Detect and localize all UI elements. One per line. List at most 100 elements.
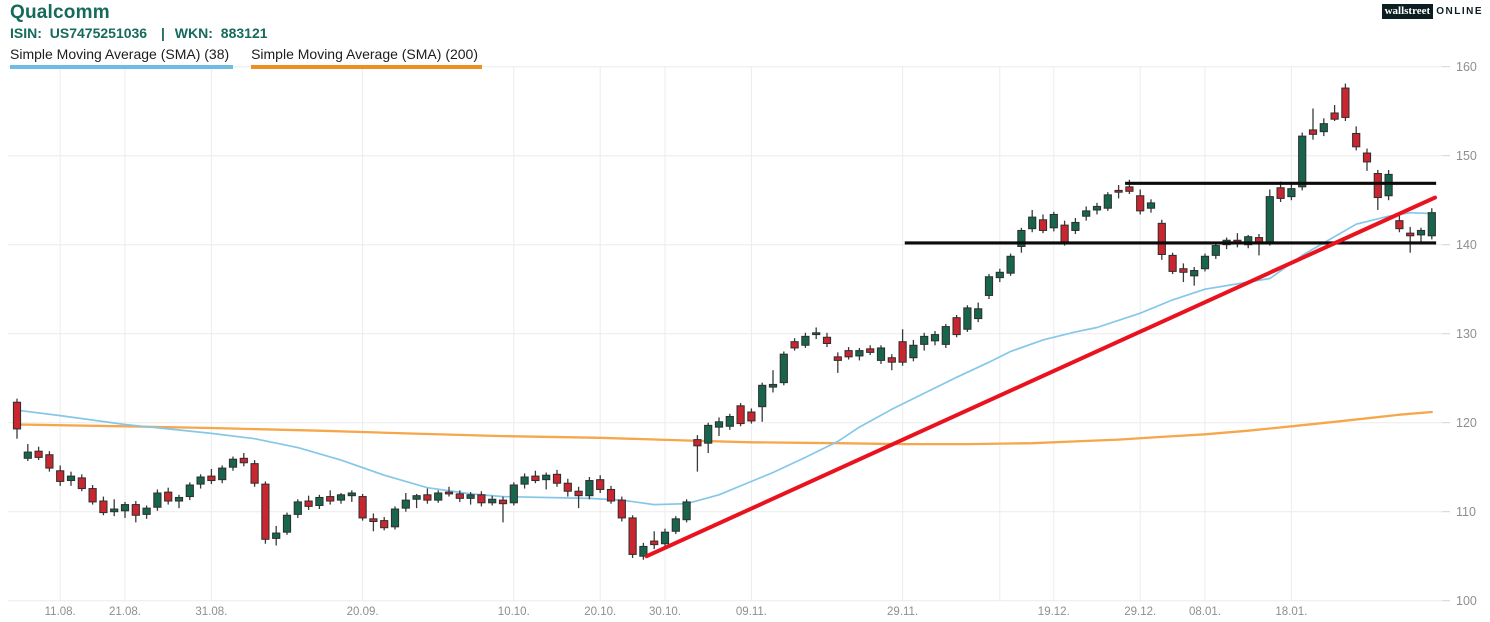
candle-down[interactable] — [326, 496, 335, 502]
candle-down[interactable] — [1341, 87, 1350, 118]
candle-up[interactable] — [768, 383, 778, 388]
candle-down[interactable] — [552, 473, 562, 484]
candle-down[interactable] — [239, 457, 248, 464]
candle-up[interactable] — [347, 492, 356, 497]
candle-down[interactable] — [898, 341, 907, 363]
candle-down[interactable] — [1060, 224, 1069, 243]
candle-down[interactable] — [77, 477, 86, 490]
candle-up[interactable] — [120, 504, 130, 512]
candle-up[interactable] — [293, 501, 302, 515]
candle-down[interactable] — [1352, 132, 1361, 148]
candle-down[interactable] — [1157, 222, 1166, 255]
candle-up[interactable] — [153, 492, 162, 508]
candle-up[interactable] — [466, 494, 475, 499]
candle-up[interactable] — [682, 501, 691, 521]
candle-down[interactable] — [131, 504, 140, 516]
candle-up[interactable] — [110, 508, 119, 513]
candle-down[interactable] — [1276, 187, 1285, 199]
candle-up[interactable] — [714, 421, 724, 428]
candle-up[interactable] — [779, 353, 788, 384]
candle-up[interactable] — [639, 545, 648, 557]
candle-down[interactable] — [693, 439, 702, 447]
candle-up[interactable] — [1190, 270, 1199, 277]
candle-up[interactable] — [1319, 123, 1328, 133]
candle-up[interactable] — [963, 307, 972, 330]
candle-down[interactable] — [628, 517, 637, 555]
candle-down[interactable] — [736, 405, 745, 425]
candle-down[interactable] — [596, 479, 605, 490]
candle-up[interactable] — [228, 458, 238, 468]
candle-down[interactable] — [88, 488, 97, 503]
candle-down[interactable] — [1179, 268, 1188, 273]
candle-up[interactable] — [174, 496, 184, 502]
candle-up[interactable] — [725, 415, 734, 427]
candle-down[interactable] — [747, 411, 756, 422]
candle-up[interactable] — [390, 508, 400, 528]
candle-down[interactable] — [358, 496, 367, 519]
candle-up[interactable] — [801, 335, 810, 346]
candle-down[interactable] — [606, 488, 616, 502]
ascending-trendline[interactable] — [644, 195, 1438, 559]
candle-up[interactable] — [542, 474, 551, 481]
candle-down[interactable] — [1125, 186, 1134, 192]
candle-up[interactable] — [218, 467, 227, 481]
candle-up[interactable] — [1298, 135, 1307, 188]
candle-up[interactable] — [1028, 216, 1037, 230]
candle-up[interactable] — [1384, 173, 1393, 197]
candle-down[interactable] — [1395, 220, 1404, 230]
candle-up[interactable] — [412, 495, 421, 500]
candle-up[interactable] — [930, 334, 940, 342]
candle-up[interactable] — [282, 514, 292, 533]
candle-down[interactable] — [1114, 189, 1123, 193]
candle-down[interactable] — [617, 499, 626, 519]
candle-up[interactable] — [812, 332, 821, 336]
candle-up[interactable] — [704, 424, 713, 444]
candle-up[interactable] — [401, 499, 410, 509]
candle-up[interactable] — [23, 451, 32, 459]
candle-up[interactable] — [671, 518, 680, 532]
candle-up[interactable] — [1017, 229, 1026, 247]
candle-down[interactable] — [455, 493, 464, 499]
candle-down[interactable] — [45, 454, 54, 469]
candle-down[interactable] — [833, 356, 842, 361]
candle-down[interactable] — [369, 518, 378, 522]
candle-up[interactable] — [1049, 213, 1058, 229]
candle-up[interactable] — [855, 350, 864, 357]
candle-up[interactable] — [185, 484, 194, 498]
candle-up[interactable] — [1006, 255, 1015, 274]
candle-up[interactable] — [1200, 255, 1210, 270]
candle-up[interactable] — [66, 475, 76, 482]
candle-up[interactable] — [1146, 202, 1156, 209]
candle-down[interactable] — [207, 475, 216, 482]
candle-up[interactable] — [1244, 236, 1253, 246]
candle-down[interactable] — [12, 401, 22, 430]
candle-down[interactable] — [563, 482, 572, 492]
candle-down[interactable] — [498, 499, 508, 505]
candle-down[interactable] — [531, 475, 540, 482]
candle-down[interactable] — [1362, 152, 1372, 163]
candle-up[interactable] — [660, 531, 670, 545]
candle-up[interactable] — [142, 507, 151, 515]
candle-up[interactable] — [585, 480, 594, 497]
candle-down[interactable] — [34, 450, 43, 458]
candle-down[interactable] — [1136, 195, 1145, 212]
candle-down[interactable] — [444, 491, 454, 495]
candle-up[interactable] — [974, 308, 983, 320]
candle-up[interactable] — [941, 326, 950, 345]
candle-down[interactable] — [822, 336, 832, 344]
candle-down[interactable] — [261, 483, 270, 540]
candle-up[interactable] — [909, 344, 918, 359]
candle-up[interactable] — [1287, 188, 1296, 198]
candle-down[interactable] — [304, 500, 313, 507]
legend-sma200[interactable]: Simple Moving Average (SMA) (200) — [251, 46, 483, 69]
candle-down[interactable] — [1330, 112, 1339, 120]
candle-up[interactable] — [520, 476, 529, 485]
candle-up[interactable] — [758, 384, 767, 408]
candle-down[interactable] — [866, 348, 875, 353]
candle-up[interactable] — [336, 494, 346, 501]
candle-down[interactable] — [1038, 219, 1048, 231]
candle-up[interactable] — [1427, 212, 1436, 237]
candle-up[interactable] — [984, 276, 994, 296]
candle-up[interactable] — [272, 532, 281, 539]
